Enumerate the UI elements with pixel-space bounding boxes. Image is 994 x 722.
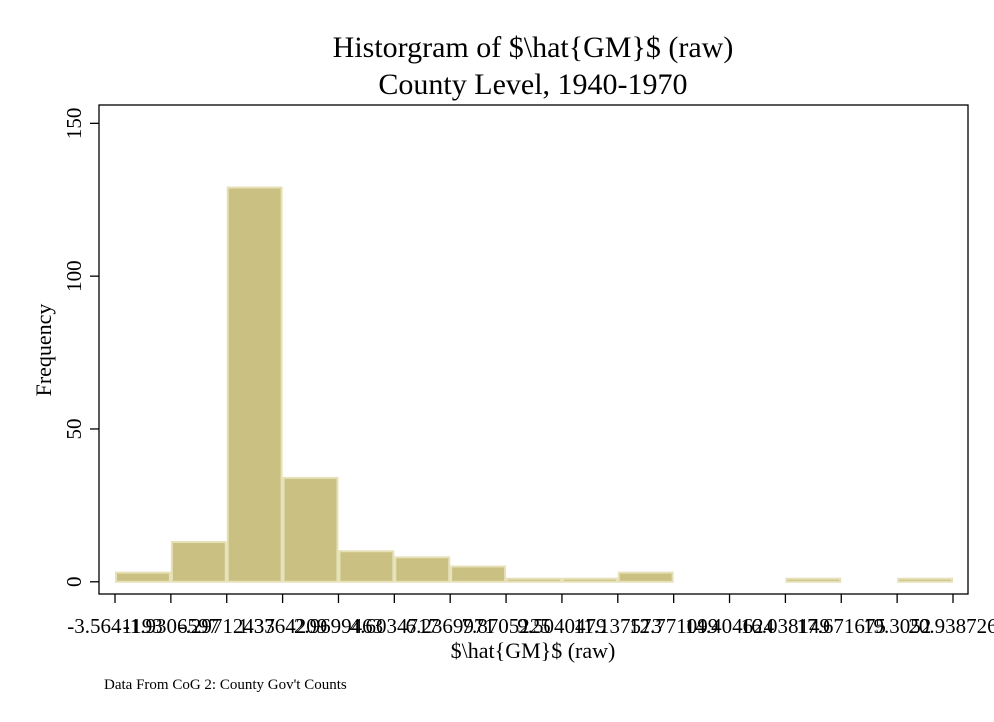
y-tick-label: 50	[62, 418, 86, 439]
histogram-bar	[282, 476, 339, 583]
bars-group	[115, 186, 954, 583]
histogram-bar	[450, 565, 507, 583]
y-axis-label: Frequency	[31, 304, 56, 397]
plot-frame	[98, 104, 969, 595]
x-tick-label: 9.5040479	[517, 614, 606, 638]
x-axis: -3.5641193-1.9306597-.297124371.33642092…	[67, 594, 994, 638]
histogram-bar	[394, 556, 451, 583]
histogram-bar	[785, 577, 842, 583]
x-tick-label: 16.038149	[741, 614, 830, 638]
histogram-bar	[506, 577, 562, 583]
histogram-bar	[115, 571, 171, 583]
y-tick-label: 100	[62, 260, 86, 292]
x-tick-label: 7.8705225	[461, 614, 550, 638]
x-tick-label: 4.6034717	[350, 614, 439, 638]
source-note: Data From CoG 2: County Gov't Counts	[104, 677, 347, 693]
y-axis: 0 50 100 150	[62, 108, 99, 587]
x-tick-label: 11.137573	[574, 614, 662, 638]
x-tick-label: -1.9306597	[123, 614, 219, 638]
chart-title: Historgram of $\hat{GM}$ (raw)	[333, 31, 734, 64]
y-tick-label: 150	[62, 108, 86, 139]
x-tick-label: 20.938726	[908, 614, 994, 638]
histogram-bar	[226, 186, 283, 583]
x-tick-label: 17.671675	[797, 614, 886, 638]
histogram-bar	[170, 541, 227, 583]
histogram-bar	[338, 550, 395, 583]
x-tick-label: 1.3364209	[238, 614, 327, 638]
x-tick-label: -.29712437	[179, 614, 275, 638]
y-tick-label: 0	[62, 577, 86, 588]
chart-subtitle: County Level, 1940-1970	[378, 68, 687, 101]
x-tick-label: 2.9699463	[294, 614, 383, 638]
x-tick-label: 12.771099	[629, 614, 718, 638]
histogram-bar	[561, 577, 618, 583]
x-tick-label: 19.3052	[863, 614, 931, 638]
histogram-bar	[897, 577, 954, 583]
x-tick-label: -3.5641193	[67, 614, 162, 638]
x-axis-label: $\hat{GM}$ (raw)	[451, 638, 616, 663]
x-tick-label: 6.2369971	[406, 614, 495, 638]
histogram-bar	[617, 571, 674, 583]
x-tick-label: 14.404624	[685, 614, 775, 638]
